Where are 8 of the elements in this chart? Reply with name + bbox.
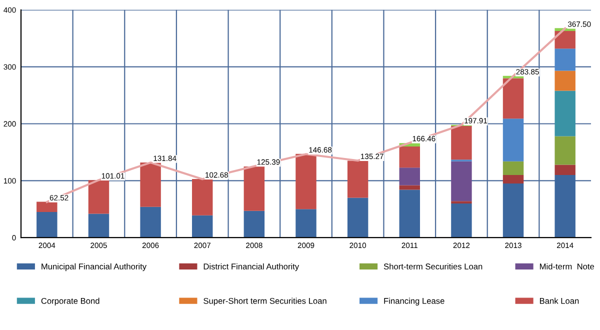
legend-label: Mid-term Note <box>540 263 594 270</box>
legend-label: Financing Lease <box>384 298 444 306</box>
legend-label: District Financial Authority <box>204 263 300 272</box>
legend-label: Municipal Financial Authority <box>42 263 147 272</box>
legend-label: Short-term Securities Loan <box>384 263 482 270</box>
legend-label: Corporate Bond <box>41 298 100 306</box>
legend-label: Bank Loan <box>540 298 579 304</box>
legend-label: Super-Short term Securities Loan <box>204 298 326 306</box>
